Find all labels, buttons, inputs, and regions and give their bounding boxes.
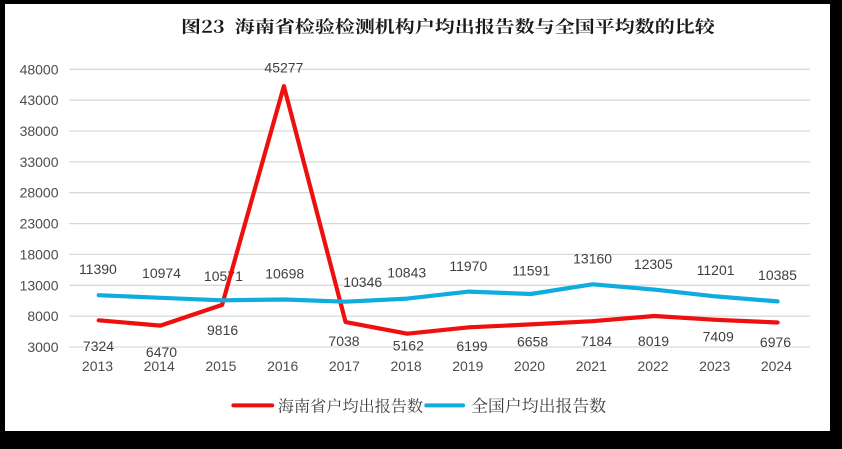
svg-text:43000: 43000 (20, 92, 59, 108)
svg-text:2024: 2024 (761, 358, 792, 374)
svg-text:10843: 10843 (387, 265, 426, 281)
svg-text:10974: 10974 (142, 265, 181, 281)
svg-text:33000: 33000 (20, 154, 59, 170)
svg-text:23000: 23000 (20, 216, 59, 232)
svg-text:3000: 3000 (27, 339, 58, 355)
svg-text:2019: 2019 (452, 358, 483, 374)
svg-text:8000: 8000 (27, 308, 58, 324)
svg-text:10571: 10571 (204, 268, 243, 284)
svg-text:6658: 6658 (517, 333, 548, 349)
svg-text:11591: 11591 (512, 262, 550, 278)
svg-text:9816: 9816 (207, 322, 238, 338)
svg-text:10698: 10698 (265, 265, 304, 281)
svg-text:5162: 5162 (393, 338, 424, 354)
svg-text:10385: 10385 (758, 267, 797, 283)
svg-text:8019: 8019 (638, 333, 669, 349)
svg-text:13000: 13000 (20, 277, 59, 293)
svg-text:2015: 2015 (205, 358, 236, 374)
svg-text:38000: 38000 (20, 123, 59, 139)
svg-text:2017: 2017 (329, 358, 360, 374)
svg-text:7324: 7324 (83, 338, 114, 354)
svg-text:10346: 10346 (343, 274, 382, 290)
svg-text:6199: 6199 (456, 338, 487, 354)
svg-text:18000: 18000 (20, 246, 59, 262)
svg-text:45277: 45277 (264, 60, 303, 76)
svg-text:6976: 6976 (760, 334, 791, 350)
svg-text:2016: 2016 (267, 358, 298, 374)
svg-text:7184: 7184 (581, 333, 612, 349)
svg-text:2022: 2022 (637, 358, 668, 374)
svg-text:2013: 2013 (82, 358, 113, 374)
svg-text:2018: 2018 (391, 358, 422, 374)
svg-text:7409: 7409 (703, 329, 734, 345)
svg-text:2021: 2021 (576, 358, 607, 374)
svg-text:11970: 11970 (449, 258, 487, 274)
svg-text:11201: 11201 (697, 262, 735, 278)
svg-text:28000: 28000 (20, 185, 59, 201)
svg-text:48000: 48000 (20, 61, 59, 77)
svg-text:2014: 2014 (144, 358, 175, 374)
svg-text:11390: 11390 (79, 261, 117, 277)
svg-text:2020: 2020 (514, 358, 545, 374)
svg-text:12305: 12305 (634, 256, 673, 272)
svg-text:6470: 6470 (146, 344, 177, 360)
svg-text:13160: 13160 (573, 251, 612, 267)
svg-text:7038: 7038 (328, 333, 359, 349)
svg-text:2023: 2023 (699, 358, 730, 374)
